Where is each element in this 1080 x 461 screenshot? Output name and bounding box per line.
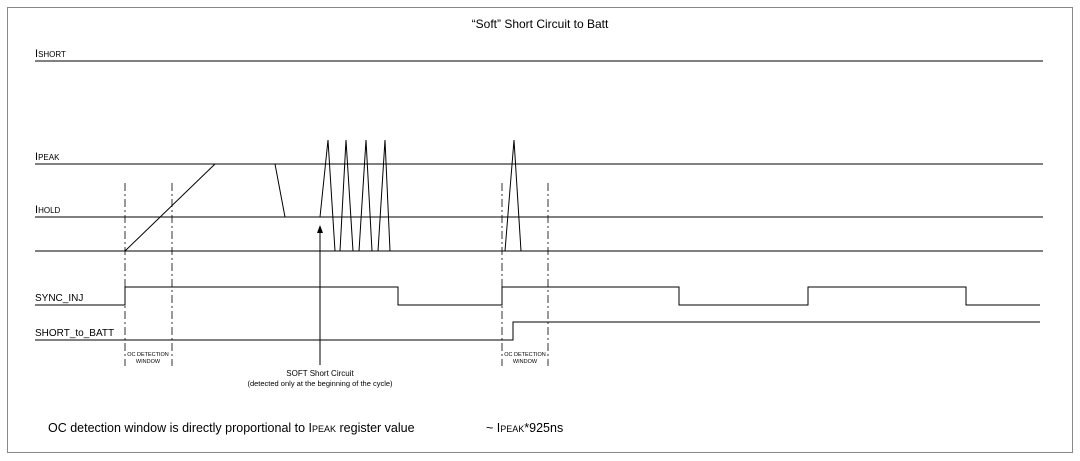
window-label: WINDOW xyxy=(136,359,161,365)
short-to-batt-waveform xyxy=(35,321,1040,341)
footer-note: OC detection window is directly proporti… xyxy=(48,421,415,435)
annotation: (detected only at the beginning of the c… xyxy=(247,379,393,388)
level-label: IPEAK xyxy=(35,151,60,163)
frame xyxy=(7,7,1073,453)
arrow-head xyxy=(317,225,323,233)
current-waveform xyxy=(504,139,522,252)
sync-inj-waveform xyxy=(35,286,1040,306)
window-label: OC DETECTION xyxy=(504,352,546,358)
current-waveform xyxy=(124,139,391,252)
annotation: SOFT Short Circuit xyxy=(286,369,354,378)
footer-note: ~ IPEAK*925ns xyxy=(486,421,563,435)
signal-label: SYNC_INJ xyxy=(35,293,83,304)
level-label: IHOLD xyxy=(35,204,61,216)
title: “Soft” Short Circuit to Batt xyxy=(472,17,609,31)
signal-label: SHORT_to_BATT xyxy=(35,328,114,339)
level-label: ISHORT xyxy=(35,48,66,60)
window-label: WINDOW xyxy=(513,359,538,365)
window-label: OC DETECTION xyxy=(127,352,169,358)
